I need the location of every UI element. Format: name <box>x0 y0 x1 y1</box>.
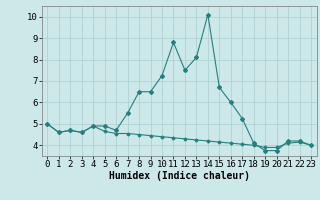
X-axis label: Humidex (Indice chaleur): Humidex (Indice chaleur) <box>109 171 250 181</box>
